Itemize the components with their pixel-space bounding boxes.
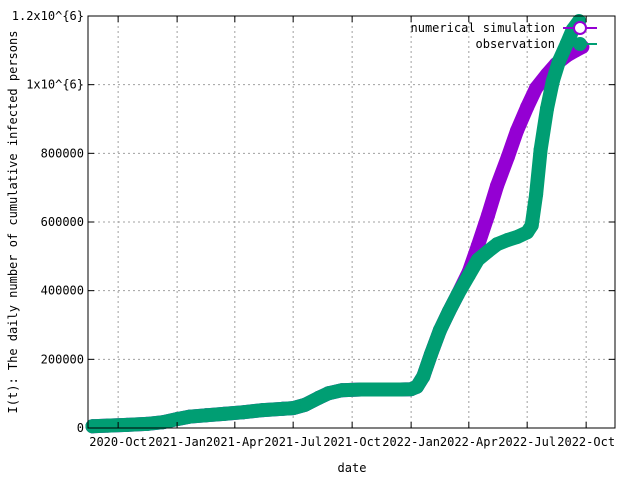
data-point: [509, 124, 524, 138]
data-point: [321, 386, 336, 401]
data-point: [470, 252, 485, 267]
legend-marker: [573, 37, 587, 51]
data-point: [433, 323, 447, 338]
x-tick-label: 2021-Apr: [206, 435, 264, 449]
x-tick-label: 2022-Jul: [498, 435, 556, 449]
data-point: [481, 208, 496, 223]
series-layer: [85, 14, 590, 434]
data-point: [481, 244, 496, 259]
x-tick-label: 2021-Jan: [148, 435, 206, 449]
data-point: [500, 149, 515, 164]
data-point: [199, 408, 213, 423]
legend-label: observation: [476, 37, 555, 51]
y-tick-label: 800000: [41, 146, 84, 160]
data-point: [520, 100, 535, 114]
x-tick-label: 2021-Oct: [323, 435, 381, 449]
data-point: [424, 347, 438, 362]
data-point: [529, 187, 544, 202]
data-point: [533, 142, 548, 157]
data-point: [156, 415, 170, 430]
data-point: [256, 403, 270, 418]
data-point: [529, 81, 544, 96]
series-line: [85, 14, 587, 434]
y-tick-label: 600000: [41, 215, 84, 229]
data-point: [374, 382, 388, 397]
data-point: [100, 418, 115, 433]
data-point: [552, 53, 567, 68]
y-axis-title: I(t): The daily number of cumulative inf…: [6, 31, 20, 414]
data-point: [236, 405, 251, 420]
data-point: [140, 416, 154, 431]
ticks: 0 200000 400000 600000 800000 1x10^{6} 1.2x10^…: [12, 9, 615, 449]
data-point: [216, 406, 231, 421]
x-tick-label: 2020-Oct: [89, 435, 147, 449]
data-point: [85, 419, 100, 434]
x-tick-label: 2022-Jan: [382, 435, 440, 449]
data-point: [354, 382, 369, 397]
y-tick-label: 0: [77, 421, 84, 435]
data-point: [524, 218, 539, 233]
data-point: [298, 397, 313, 412]
data-point: [450, 287, 465, 302]
series-observation: [85, 14, 587, 434]
data-point: [545, 74, 560, 89]
y-tick-label: 1x10^{6}: [26, 78, 84, 92]
legend-label: numerical simulation: [411, 21, 556, 35]
data-point: [442, 304, 456, 319]
data-point: [286, 401, 301, 416]
data-point: [182, 409, 197, 424]
data-point: [416, 369, 431, 384]
x-tick-label: 2022-Apr: [440, 435, 498, 449]
data-point: [540, 101, 554, 116]
y-tick-label: 1.2x10^{6}: [12, 9, 84, 23]
x-axis-title: date: [338, 461, 367, 475]
legend: numerical simulation observation: [411, 21, 597, 51]
data-point: [490, 178, 504, 193]
y-tick-label: 200000: [41, 352, 84, 366]
y-tick-label: 400000: [41, 284, 84, 298]
x-tick-label: 2022-Oct: [557, 435, 615, 449]
legend-marker: [573, 21, 587, 35]
data-point: [120, 417, 135, 432]
data-point: [334, 383, 349, 398]
data-point: [409, 379, 424, 394]
x-tick-label: 2021-Jul: [264, 435, 322, 449]
data-point: [461, 268, 476, 283]
